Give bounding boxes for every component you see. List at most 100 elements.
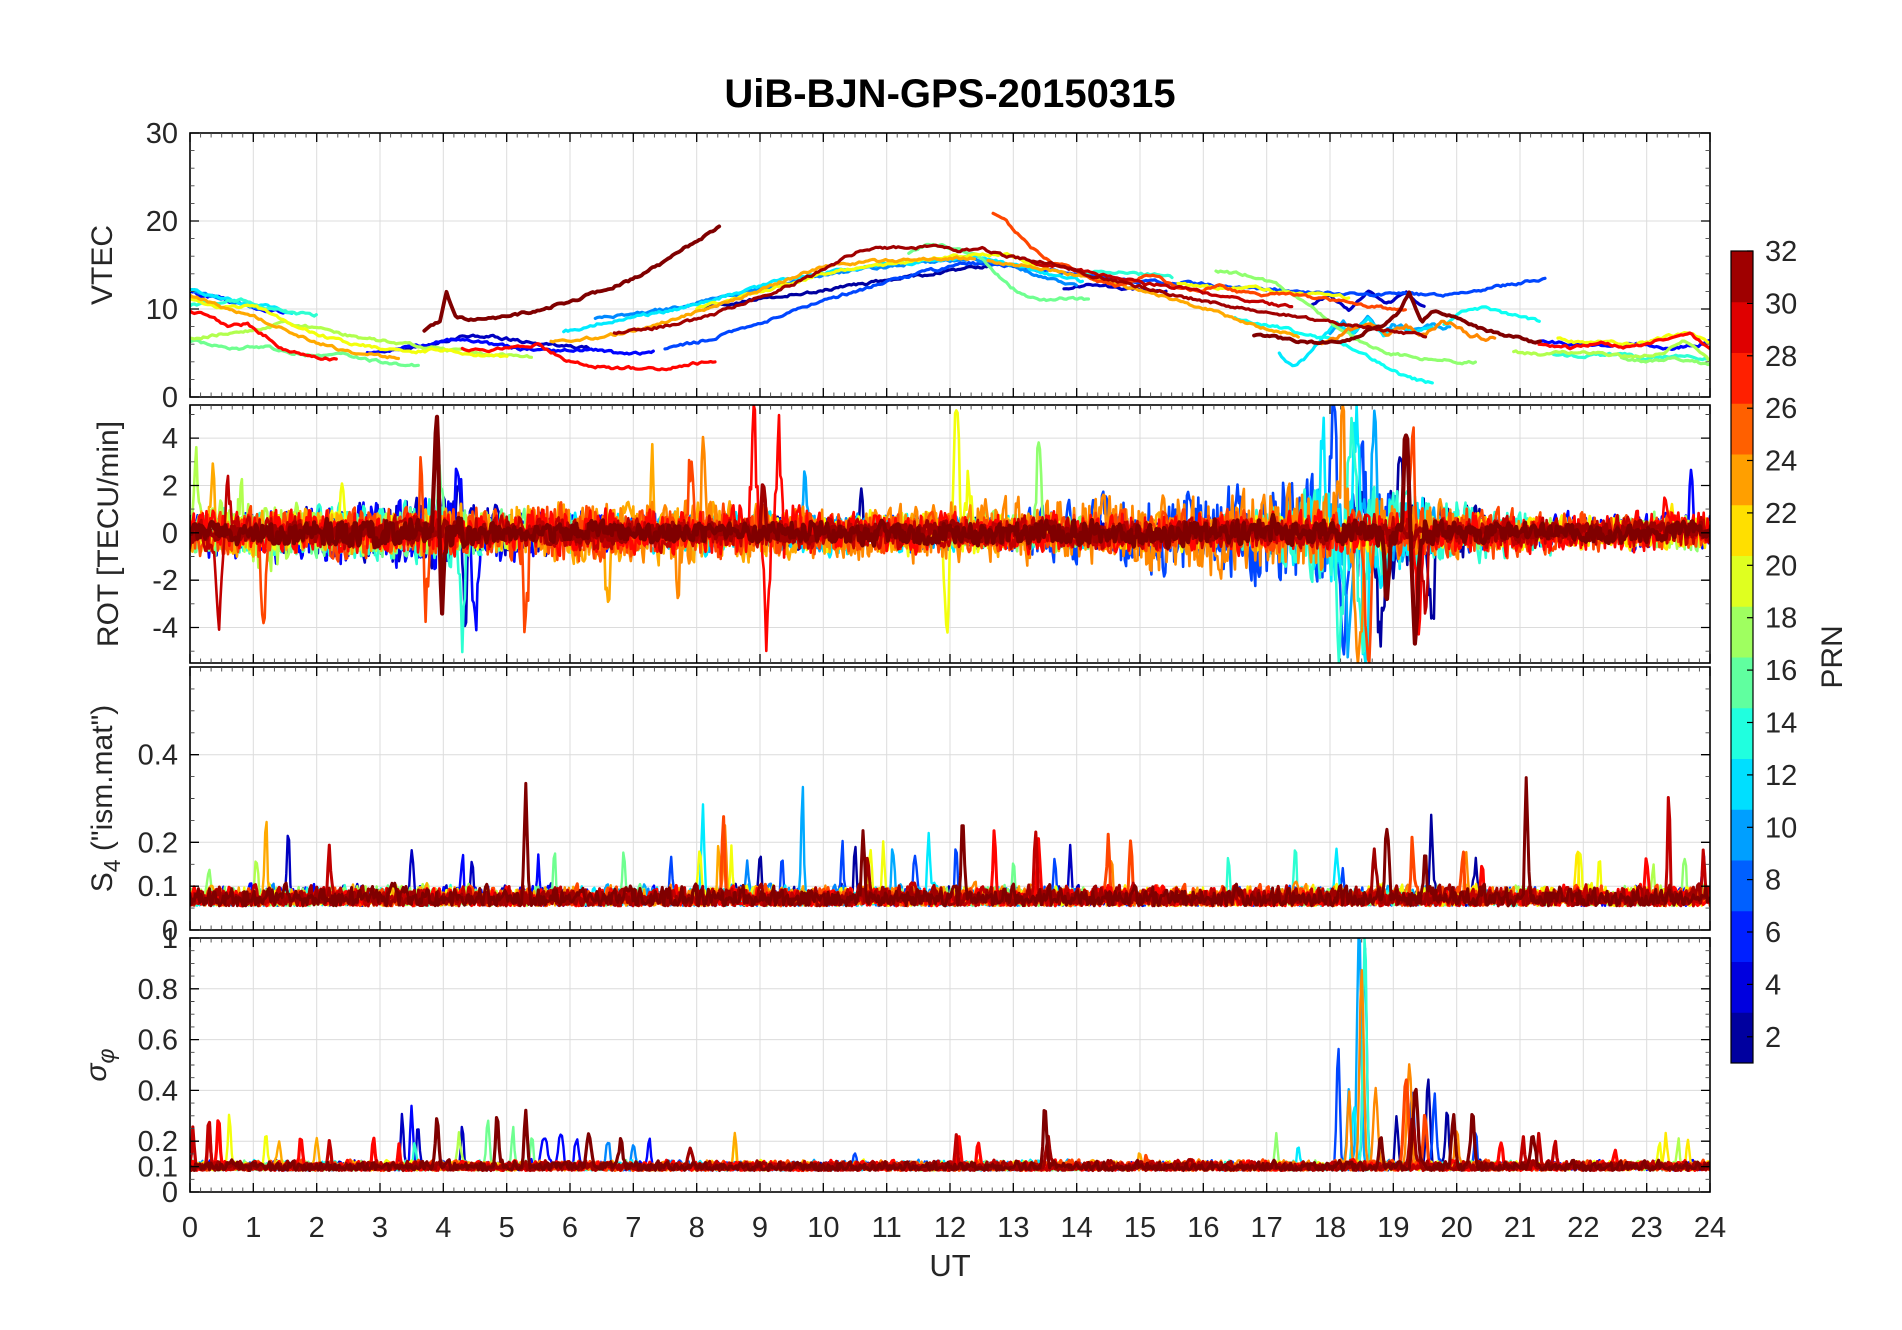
colorbar-ticklabel-10: 10 <box>1765 812 1797 844</box>
colorbar-block <box>1731 403 1753 455</box>
xtick-13: 13 <box>997 1212 1029 1244</box>
ytick-sigma-phi-0.1: 0.1 <box>138 1152 178 1184</box>
colorbar-ticklabel-6: 6 <box>1765 917 1781 949</box>
minor-ticks-sigma-phi <box>190 938 1710 1192</box>
y-axis-label-rot: ROT [TECU/min] <box>92 421 125 647</box>
ytick-rot-2: 2 <box>162 470 178 502</box>
series-vtec-prn-14 <box>1550 351 1710 362</box>
major-ticks-sigma-phi <box>189 937 1711 1193</box>
minor-ticks-s4 <box>190 667 1710 930</box>
series-sigma-phi-prn-14 <box>1221 938 1553 1172</box>
colorbar-block <box>1731 251 1753 303</box>
series-vtec-prn-18 <box>190 319 533 359</box>
xtick-15: 15 <box>1124 1212 1156 1244</box>
xtick-12: 12 <box>934 1212 966 1244</box>
y-axis-label-s4: S4​ ("ism.mat") <box>86 705 125 892</box>
colorbar-ticklabel-12: 12 <box>1765 760 1797 792</box>
colorbar-ticklabel-22: 22 <box>1765 498 1797 530</box>
series-vtec-prn-23 <box>986 258 1300 339</box>
minor-ticks-rot <box>190 405 1710 663</box>
series-sigma-phi-prn-32 <box>190 1087 1710 1172</box>
colorbar-ticklabel-30: 30 <box>1765 288 1797 320</box>
ytick-vtec-0: 0 <box>162 382 178 414</box>
major-ticks-vtec <box>189 132 1711 398</box>
ytick-sigma-phi-0.4: 0.4 <box>138 1075 178 1107</box>
x-axis-label: UT <box>929 1248 971 1283</box>
series-vtec-prn-23 <box>190 293 400 361</box>
colorbar-block <box>1731 809 1753 861</box>
colorbar-frame <box>1730 250 1754 1064</box>
series-vtec-prn-12 <box>1277 316 1434 368</box>
xtick-2: 2 <box>309 1212 325 1244</box>
series-vtec-prn-32 <box>422 224 722 333</box>
colorbar-ticklabel-26: 26 <box>1765 393 1797 425</box>
xtick-19: 19 <box>1377 1212 1409 1244</box>
colorbar-ticklabel-4: 4 <box>1765 969 1781 1001</box>
series-vtec-prn-20 <box>190 296 509 359</box>
series-vtec-prn-24 <box>1315 319 1497 346</box>
colorbar-ticklabel-32: 32 <box>1765 236 1797 268</box>
colorbar-ticklabel-8: 8 <box>1765 865 1781 897</box>
ytick-vtec-30: 30 <box>146 118 178 150</box>
xtick-11: 11 <box>872 1212 902 1244</box>
ytick-vtec-20: 20 <box>146 206 178 238</box>
colorbar-block <box>1731 1012 1753 1064</box>
series-rot-prn-32 <box>190 414 1710 646</box>
xtick-16: 16 <box>1187 1212 1219 1244</box>
ytick-s4-0.2: 0.2 <box>138 827 178 859</box>
panel-vtec: 0 10 20 30 VTEC <box>86 118 1711 414</box>
colorbar-block <box>1731 504 1753 556</box>
colorbar-block <box>1731 961 1753 1013</box>
ytick-s4-0: 0 <box>162 915 178 947</box>
y-axis-label-vtec: VTEC <box>86 225 119 305</box>
xtick-20: 20 <box>1441 1212 1473 1244</box>
major-ticks-s4 <box>189 667 1711 931</box>
xtick-1: 1 <box>245 1212 261 1244</box>
colorbar-ticklabel-28: 28 <box>1765 341 1797 373</box>
series-vtec-prn-18 <box>1512 339 1710 363</box>
ytick-rot--2: -2 <box>152 565 178 597</box>
xtick-9: 9 <box>752 1212 768 1244</box>
colorbar-block <box>1731 606 1753 658</box>
xtick-3: 3 <box>372 1212 388 1244</box>
major-ticks-rot <box>189 405 1711 663</box>
colorbar-block <box>1731 454 1753 506</box>
y-axis-label-sigma-phi: σφ​ <box>80 1048 119 1081</box>
series-vtec-prn-32 <box>1252 290 1542 346</box>
series-vtec-prn-17 <box>1619 355 1710 367</box>
colorbar-ticklabel-16: 16 <box>1765 655 1797 687</box>
ytick-s4-0.1: 0.1 <box>138 871 178 903</box>
colorbar-block <box>1731 707 1753 759</box>
colorbar-block <box>1731 758 1753 810</box>
series-vtec-prn-10 <box>1328 314 1452 336</box>
xtick-5: 5 <box>499 1212 515 1244</box>
minor-ticks-vtec <box>190 133 1710 397</box>
xtick-10: 10 <box>807 1212 839 1244</box>
xtick-21: 21 <box>1504 1212 1536 1244</box>
grid-sigma-phi <box>190 938 1710 1192</box>
ytick-rot-0: 0 <box>162 518 178 550</box>
series-vtec-prn-20 <box>1176 281 1351 301</box>
xtick-24: 24 <box>1694 1212 1726 1244</box>
series-vtec-prn-13 <box>1442 305 1541 326</box>
xtick-17: 17 <box>1251 1212 1283 1244</box>
series-vtec-prn-28 <box>1537 331 1710 351</box>
xtick-0: 0 <box>182 1212 198 1244</box>
colorbar-block <box>1731 301 1753 353</box>
panel-rot: -4 -2 0 2 4 ROT [TECU/min] <box>92 404 1711 664</box>
xtick-6: 6 <box>562 1212 578 1244</box>
colorbar-ticklabel-18: 18 <box>1765 603 1797 635</box>
ytick-s4-0.4: 0.4 <box>138 740 178 772</box>
series-vtec-prn-12 <box>190 288 294 315</box>
series-vtec-prn-31 <box>612 243 1428 339</box>
colorbar-ticklabel-2: 2 <box>1765 1022 1781 1054</box>
series-vtec-prn-28 <box>190 309 338 362</box>
ytick-sigma-phi-0.8: 0.8 <box>138 974 178 1006</box>
colorbar-block <box>1731 352 1753 404</box>
xtick-18: 18 <box>1314 1212 1346 1244</box>
xtick-23: 23 <box>1631 1212 1663 1244</box>
panel-sigma-phi: 00.10.2 0.4 0.6 0.8 1 σφ​ <box>80 923 1711 1209</box>
colorbar-block <box>1731 860 1753 912</box>
ytick-sigma-phi-0.2: 0.2 <box>138 1126 178 1158</box>
